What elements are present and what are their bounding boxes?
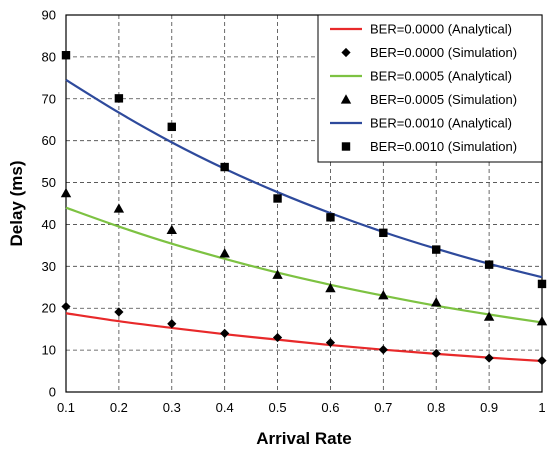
legend-label: BER=0.0000 (Analytical) [370,22,512,37]
legend-label: BER=0.0010 (Analytical) [370,116,512,131]
x-tick-label: 0.3 [163,400,181,415]
data-point [325,282,336,293]
legend-label: BER=0.0005 (Analytical) [370,69,512,84]
data-point [220,162,229,172]
y-tick-label: 0 [49,385,56,400]
data-point [167,122,176,132]
data-point [536,316,548,326]
y-tick-label: 80 [42,49,56,64]
x-tick-label: 1 [538,400,545,415]
data-point [273,194,282,203]
data-point [484,353,494,363]
series-line-ber-0-0000-analytical- [65,312,543,363]
data-point [272,269,283,279]
data-point [272,332,283,343]
y-tick-label: 90 [42,8,56,23]
plot-frame [65,14,543,393]
data-point [378,345,388,355]
y-tick-label: 10 [42,343,56,358]
data-point [484,260,494,269]
data-point [379,228,388,238]
x-tick-label: 0.8 [427,400,445,415]
series-markers-ber-0-0010-simulation- [61,51,547,289]
x-axis-label: Arrival Rate [256,429,351,448]
legend: BER=0.0000 (Analytical) BER=0.0000 (Simul… [317,14,543,163]
data-point [219,248,230,258]
legend-swatch [341,142,351,151]
data-point [325,337,336,348]
data-point [114,307,124,317]
legend-swatch [340,94,352,104]
y-tick-label: 20 [42,301,56,316]
y-tick-label: 60 [42,133,56,148]
series-markers-ber-0-0005-simulation- [60,187,548,326]
legend-label: BER=0.0010 (Simulation) [370,139,517,154]
legend-label: BER=0.0005 (Simulation) [370,92,517,107]
y-tick-label: 50 [42,175,56,190]
x-tick-label: 0.4 [216,400,234,415]
data-point [326,213,335,222]
y-tick-label: 70 [42,91,56,106]
data-point [220,328,230,338]
data-point [167,319,177,329]
legend-box [317,14,543,163]
data-point [378,290,389,300]
data-point [537,355,547,366]
data-point [537,279,547,289]
data-point [114,94,124,103]
series-line-ber-0-0010-analytical- [65,78,543,279]
y-tick-label: 30 [42,259,56,274]
legend-label: BER=0.0000 (Simulation) [370,45,517,60]
y-tick-label: 40 [42,217,56,232]
data-point [60,187,72,198]
y-axis-label: Delay (ms) [7,161,26,247]
x-tick-label: 0.7 [374,400,392,415]
x-tick-label: 0.1 [57,400,75,415]
data-point [166,224,177,235]
x-tick-label: 0.9 [480,400,498,415]
data-point [432,245,441,254]
data-point [61,301,71,312]
data-point [483,311,495,321]
legend-swatch [341,47,351,58]
x-tick-label: 0.2 [110,400,128,415]
data-point [431,297,442,307]
x-tick-label: 0.6 [321,400,339,415]
series-line-ber-0-0005-analytical- [65,206,543,324]
data-point [431,348,441,359]
series-markers-ber-0-0000-simulation- [61,301,547,366]
data-point [61,51,71,60]
data-point [113,203,125,213]
x-tick-label: 0.5 [269,400,287,415]
